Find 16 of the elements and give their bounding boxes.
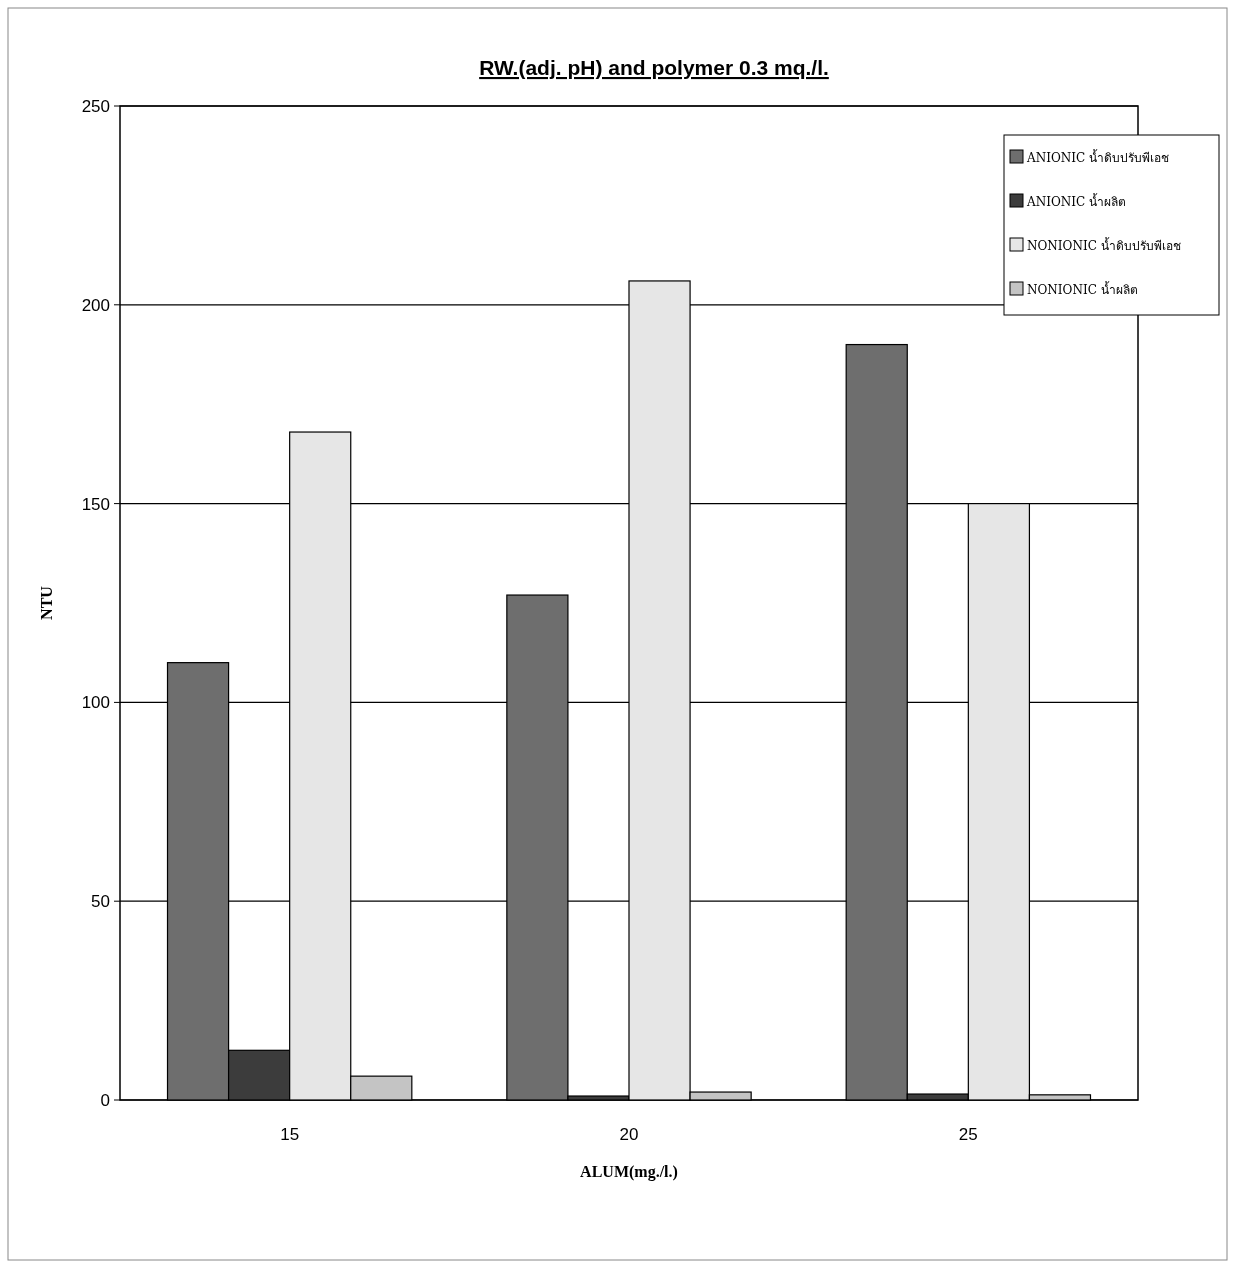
y-tick-label: 150	[81, 494, 110, 514]
y-tick-label: 250	[81, 97, 110, 116]
y-tick-label: 200	[81, 295, 110, 315]
chart-title: RW.(adj. pH) and polymer 0.3 mq./l.	[479, 56, 829, 79]
legend-label: ANIONIC น้ำผลิต	[1026, 193, 1126, 209]
legend-label: NONIONIC น้ำดิบปรับพีเอช	[1027, 237, 1181, 253]
legend-label: NONIONIC น้ำผลิต	[1027, 281, 1138, 297]
y-tick-label: 0	[100, 1091, 110, 1110]
y-tick-label: 100	[81, 693, 110, 713]
legend-label: ANIONIC น้ำดิบปรับพีเอช	[1026, 149, 1169, 165]
y-axis-title: NTU	[38, 585, 55, 620]
x-tick-label: 25	[958, 1125, 978, 1144]
x-tick-label: 20	[619, 1125, 639, 1144]
x-tick-label: 15	[280, 1125, 300, 1144]
y-tick-label: 50	[91, 892, 110, 912]
x-axis-title: ALUM(mg./l.)	[580, 1163, 678, 1181]
